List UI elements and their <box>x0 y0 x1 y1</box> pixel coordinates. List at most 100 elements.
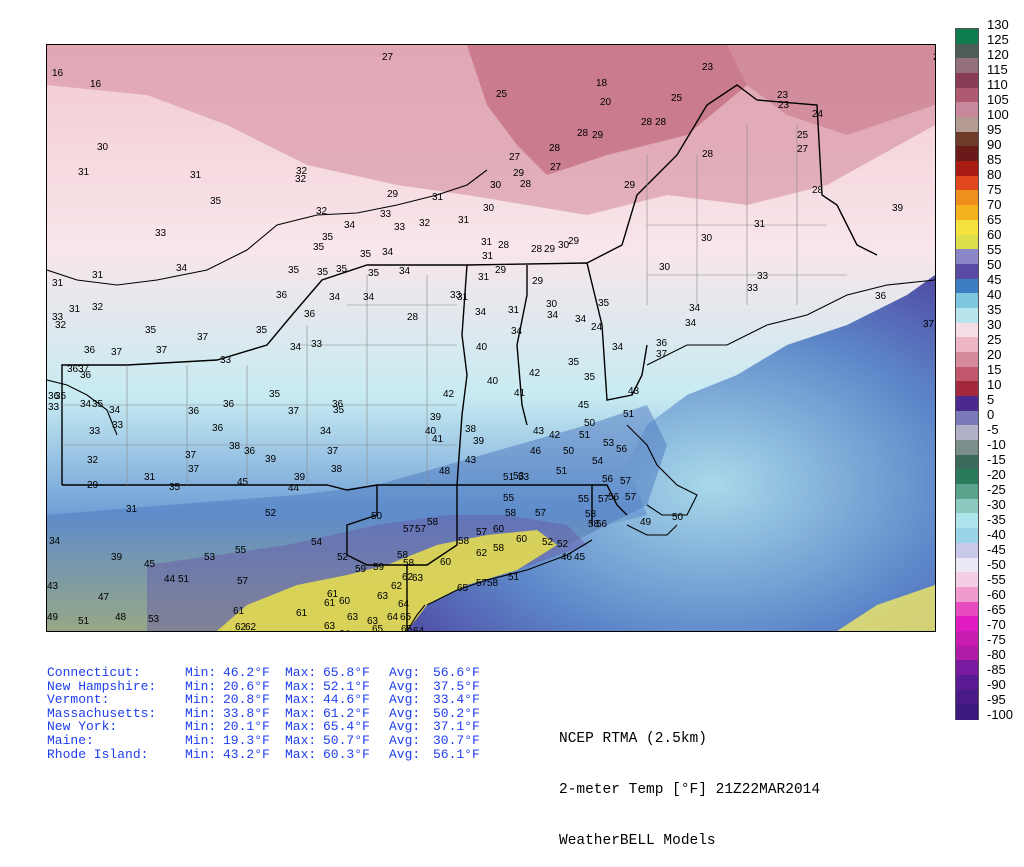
temp-value-label: 63 <box>324 621 336 631</box>
temp-value-label: 51 <box>503 472 515 483</box>
color-scale-segment <box>956 351 978 368</box>
temp-value-label: 33 <box>747 283 759 294</box>
color-scale-tick-label: 100 <box>987 107 1009 122</box>
temp-value-label: 50 <box>371 511 383 522</box>
temp-value-label: 62 <box>245 622 257 631</box>
temp-value-label: 50 <box>672 512 684 523</box>
color-scale-segment <box>956 410 978 426</box>
temp-value-label: 54 <box>592 456 604 467</box>
temp-value-label: 29 <box>532 276 544 287</box>
color-scale-segment <box>956 381 978 397</box>
temp-value-label: 60 <box>440 557 452 568</box>
temp-value-label: 58 <box>403 558 415 569</box>
color-scale-segment <box>956 307 978 324</box>
temp-value-label: 30 <box>546 299 558 310</box>
temp-value-label: 55 <box>578 494 590 505</box>
temp-value-label: 29 <box>933 52 935 63</box>
color-scale-tick-label: 110 <box>987 77 1008 92</box>
temp-value-label: 45 <box>574 552 586 563</box>
temp-value-label: 23 <box>777 90 789 101</box>
cold-core-field <box>467 45 747 175</box>
temp-value-label: 45 <box>578 400 590 411</box>
temp-value-label: 29 <box>495 265 507 276</box>
color-scale-segment <box>956 557 978 573</box>
temp-value-label: 27 <box>550 162 562 173</box>
color-scale-segment <box>956 131 978 148</box>
temp-value-label: 65 <box>372 624 384 631</box>
temp-value-label: 34 <box>320 426 332 437</box>
color-scale-segment <box>956 205 978 221</box>
temp-value-label: 57 <box>598 494 610 505</box>
color-scale-segment <box>956 542 978 559</box>
temp-value-label: 35 <box>360 249 372 260</box>
temp-value-label: 35 <box>169 482 181 493</box>
max-label: Max: <box>285 665 317 680</box>
temp-value-label: 31 <box>432 192 444 203</box>
color-scale-segment <box>956 87 978 103</box>
color-scale-tick-label: 95 <box>987 122 1002 137</box>
temp-value-label: 41 <box>514 388 526 399</box>
temp-value-label: 45 <box>144 559 156 570</box>
temp-value-label: 36 <box>80 370 92 381</box>
temp-value-label: 57 <box>476 527 488 538</box>
temp-value-label: 35 <box>322 232 334 243</box>
color-scale-segment <box>956 366 978 382</box>
min-value: 19.3°F <box>223 732 270 748</box>
color-scale-tick-label: -5 <box>987 422 999 437</box>
cold-northeast-field <box>727 45 935 135</box>
state-stats-row: Vermont: Min: 20.8°F Max: 44.6°F Avg: 33.4°F <box>47 693 493 707</box>
temp-value-label: 32 <box>92 302 104 313</box>
color-scale-tick-label: 85 <box>987 152 1002 167</box>
avg-value: 56.6°F <box>433 665 480 680</box>
color-scale-segment <box>956 513 978 529</box>
temp-value-label: 57 <box>415 524 427 535</box>
color-scale-tick-label: 20 <box>987 347 1002 362</box>
temp-value-label: 28 <box>498 240 510 251</box>
temp-value-label: 64 <box>387 612 399 623</box>
temp-value-label: 35 <box>313 242 325 253</box>
temp-value-label: 34 <box>49 536 61 547</box>
temp-value-label: 34 <box>176 263 188 274</box>
temp-value-label: 63 <box>412 573 424 584</box>
temp-value-label: 34 <box>612 342 624 353</box>
temp-value-label: 35 <box>598 298 610 309</box>
min-value: 20.1°F <box>223 719 270 735</box>
temp-value-label: 34 <box>399 266 411 277</box>
color-scale-tick-label: -10 <box>987 437 1006 452</box>
color-scale-tick-label: 35 <box>987 302 1002 317</box>
temp-value-label: 52 <box>542 537 554 548</box>
avg-label: Avg: <box>389 678 421 694</box>
temp-value-label: 57 <box>476 578 488 589</box>
temp-value-label: 32 <box>295 174 307 185</box>
min-label: Min: <box>185 719 217 735</box>
temp-value-label: 31 <box>69 304 81 315</box>
min-label: Min: <box>185 732 217 748</box>
temp-value-label: 33 <box>48 402 60 413</box>
temp-value-label: 29 <box>544 244 556 255</box>
temp-value-label: 35 <box>92 399 104 410</box>
state-name: New Hampshire: <box>47 678 157 694</box>
avg-value: 33.4°F <box>433 692 480 708</box>
temp-value-label: 33 <box>311 339 323 350</box>
temp-value-label: 33 <box>220 355 232 366</box>
temp-value-label: 31 <box>508 305 520 316</box>
state-stats-row: New York: Min: 20.1°F Max: 65.4°F Avg: 37.1°F <box>47 720 493 734</box>
color-scale-tick-label: 55 <box>987 242 1002 257</box>
max-label: Max: <box>285 705 317 721</box>
temp-value-label: 37 <box>327 446 339 457</box>
temp-value-label: 33 <box>380 209 392 220</box>
temp-value-label: 34 <box>575 314 587 325</box>
color-scale-tick-label: 50 <box>987 257 1002 272</box>
temp-value-label: 58 <box>493 543 505 554</box>
min-value: 20.6°F <box>223 678 270 694</box>
color-scale-tick-label: -35 <box>987 512 1006 527</box>
temp-value-label: 35 <box>288 265 300 276</box>
temp-value-label: 28 <box>520 179 532 190</box>
temp-value-label: 64 <box>413 626 425 631</box>
temp-value-label: 29 <box>568 236 580 247</box>
temp-value-label: 28 <box>702 149 714 160</box>
temp-value-label: 63 <box>347 612 359 623</box>
temp-value-label: 61 <box>324 598 336 609</box>
temp-value-label: 36 <box>244 446 256 457</box>
